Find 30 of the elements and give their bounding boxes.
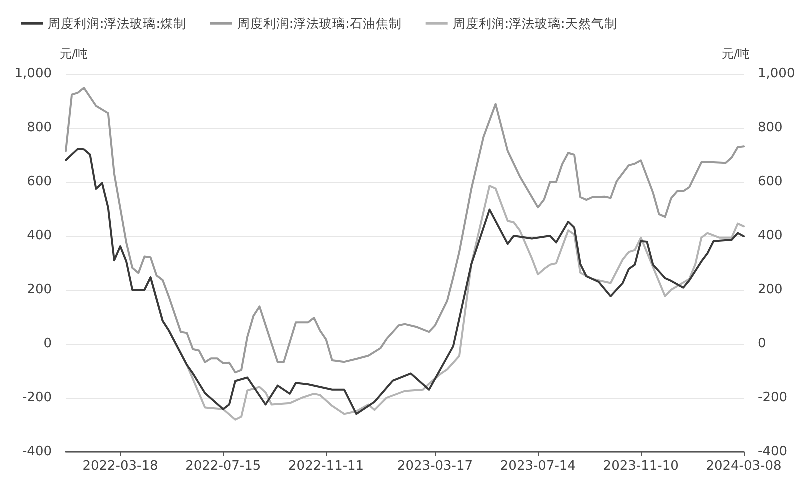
y-tick-label: 200 [27,282,52,298]
y2-tick-label: 600 [758,174,783,190]
x-tick-label: 2024-03-08 [706,459,782,474]
legend-label: 周度利润:浮法玻璃:石油焦制 [237,16,402,31]
x-tick-label: 2023-11-10 [603,459,679,474]
x-tick-label: 2022-11-11 [288,459,364,474]
line-series [65,148,745,416]
line-series [65,87,745,374]
y-tick-label: 0 [44,336,52,352]
y2-tick-label: -400 [758,444,788,460]
y2-tick-label: 0 [758,336,766,352]
y-tick-label: -200 [22,390,52,406]
y2-axis-title: 元/吨 [722,47,750,61]
y2-tick-label: 800 [758,120,783,136]
y-tick-label: 800 [27,120,52,136]
legend-label: 周度利润:浮法玻璃:天然气制 [452,16,618,31]
y-axis-title: 元/吨 [60,47,88,61]
x-tick-label: 2022-03-18 [82,459,158,474]
y-tick-label: 400 [27,228,52,244]
y2-tick-label: 400 [758,228,783,244]
x-tick-label: 2023-03-17 [397,459,474,474]
x-tick-label: 2023-07-14 [500,459,576,474]
y-tick-label: 1,000 [14,66,52,82]
y-tick-label: 600 [27,174,52,190]
y2-tick-label: -200 [758,390,788,406]
y2-tick-label: 200 [758,282,783,298]
x-tick-label: 2022-07-15 [186,459,262,474]
y-tick-label: -400 [22,444,52,460]
y2-tick-label: 1,000 [758,66,796,82]
legend-label: 周度利润:浮法玻璃:煤制 [48,16,186,31]
